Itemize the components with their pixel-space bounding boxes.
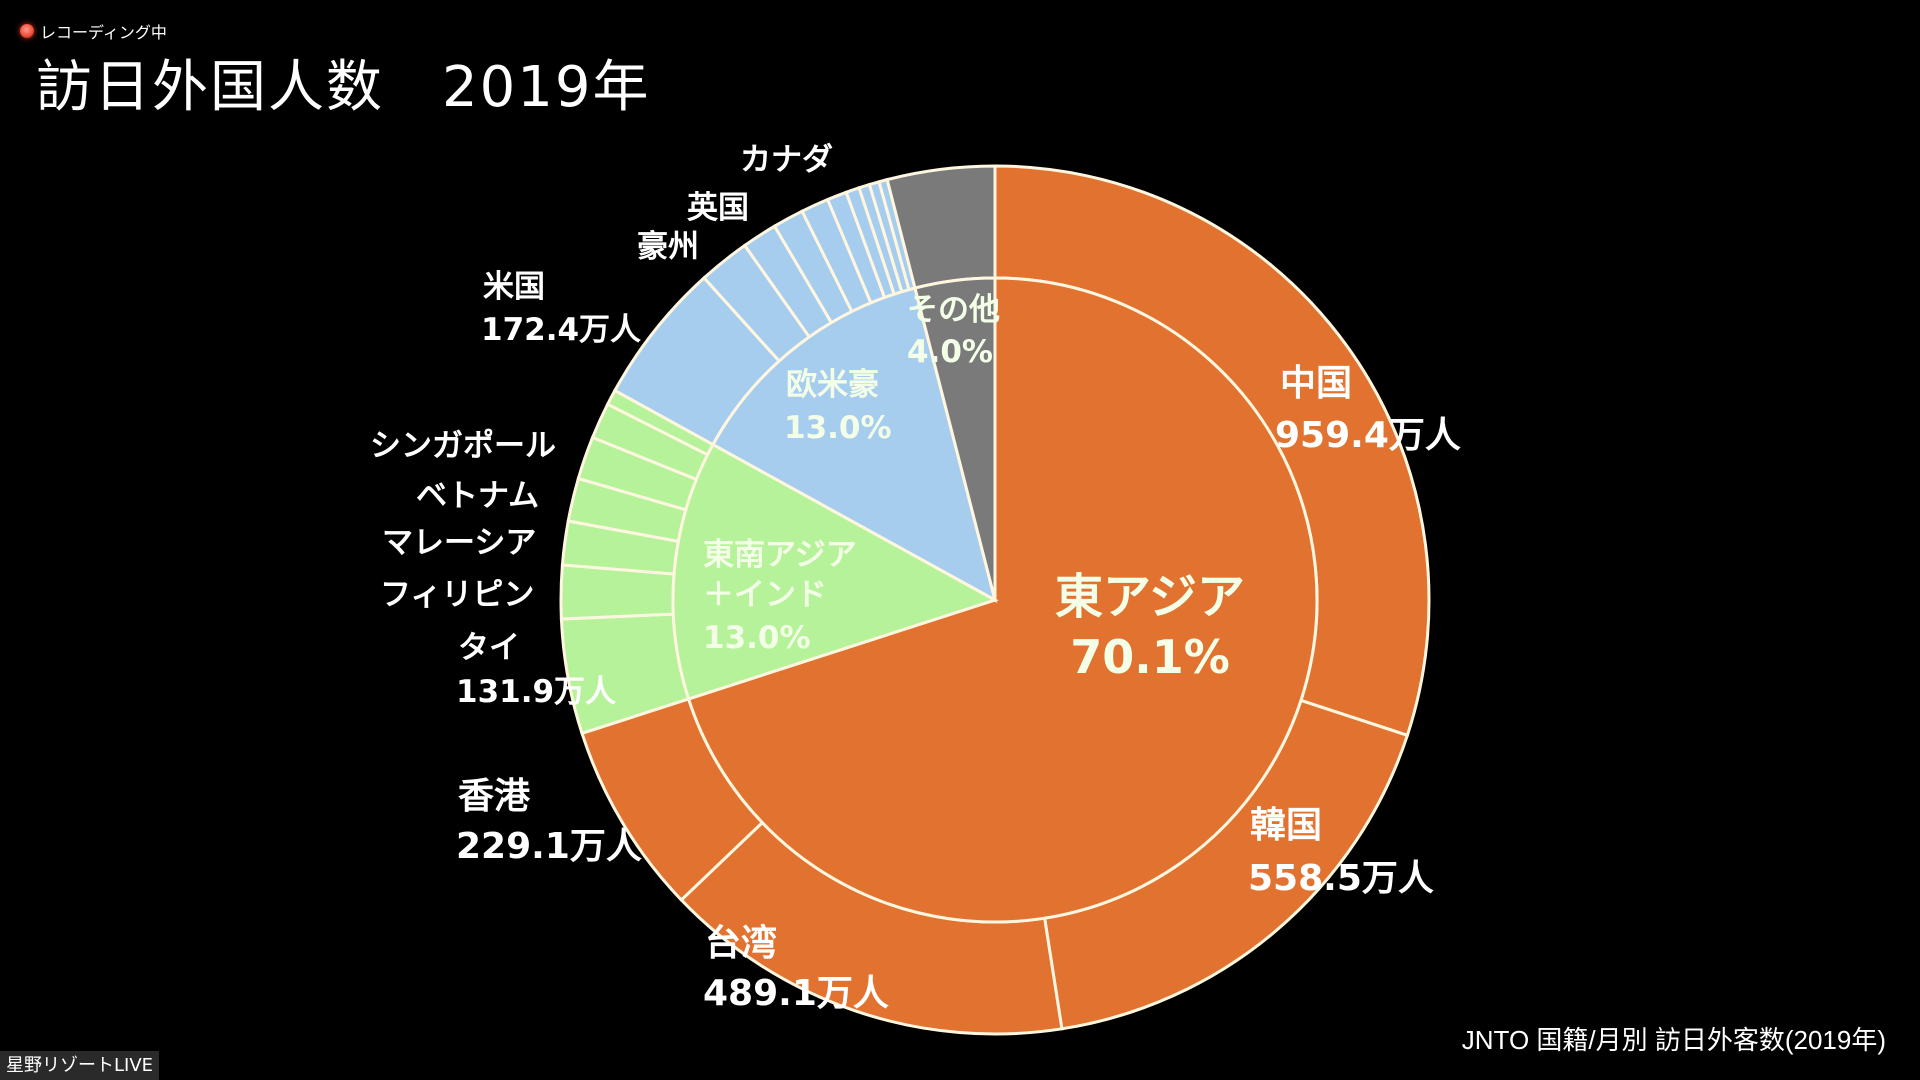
- outer-value-1: 558.5万人: [1248, 858, 1434, 899]
- inner-ring: [671, 276, 1319, 924]
- page-title: 訪日外国人数 2019年: [36, 55, 651, 120]
- inner-label-southeast-asia-line1: 東南アジア: [703, 537, 857, 573]
- inner-percent-western: 13.0%: [784, 410, 892, 446]
- brand-label: 星野リゾートLIVE: [0, 1051, 160, 1080]
- outer-label-6: マレーシア: [382, 525, 536, 561]
- inner-percent-southeast-asia: 13.0%: [703, 620, 811, 656]
- inner-label-western: 欧米豪: [786, 367, 879, 403]
- outer-label-1: 韓国: [1250, 805, 1322, 846]
- recording-label: レコーディング中: [40, 23, 167, 42]
- outer-value-0: 959.4万人: [1275, 415, 1461, 456]
- outer-label-2: 台湾: [705, 922, 777, 964]
- outer-value-2: 489.1万人: [703, 973, 889, 1014]
- inner-slice-1: [671, 442, 999, 701]
- record-dot-icon: [20, 24, 34, 38]
- outer-label-0: 中国: [1280, 363, 1352, 404]
- outer-value-3: 229.1万人: [456, 826, 642, 867]
- outer-value-11: 172.4万人: [481, 312, 641, 348]
- outer-label-3: 香港: [458, 776, 531, 817]
- outer-label-13: 英国: [687, 190, 749, 226]
- inner-slice-0: [686, 276, 1319, 924]
- outer-value-4: 131.9万人: [456, 674, 616, 710]
- inner-slice-3: [913, 276, 997, 601]
- inner-label-southeast-asia-line2: ＋インド: [703, 577, 827, 613]
- outer-label-14: カナダ: [740, 142, 833, 178]
- inner-label-east-asia: 東アジア: [1055, 569, 1245, 625]
- source-note: JNTO 国籍/月別 訪日外客数(2019年): [1461, 1025, 1886, 1055]
- inner-label-other: その他: [907, 292, 1000, 328]
- outer-label-4: タイ: [458, 630, 520, 666]
- recording-indicator: レコーディング中: [20, 19, 167, 43]
- inner-percent-other: 4.0%: [907, 334, 993, 370]
- outer-label-5: フィリピン: [380, 577, 534, 613]
- inner-percent-east-asia: 70.1%: [1070, 630, 1230, 684]
- outer-label-8: シンガポール: [370, 428, 556, 464]
- outer-label-7: ベトナム: [416, 478, 539, 514]
- outer-label-12: 豪州: [637, 229, 699, 265]
- outer-label-11: 米国: [483, 269, 545, 305]
- inner-slice-2: [710, 286, 998, 603]
